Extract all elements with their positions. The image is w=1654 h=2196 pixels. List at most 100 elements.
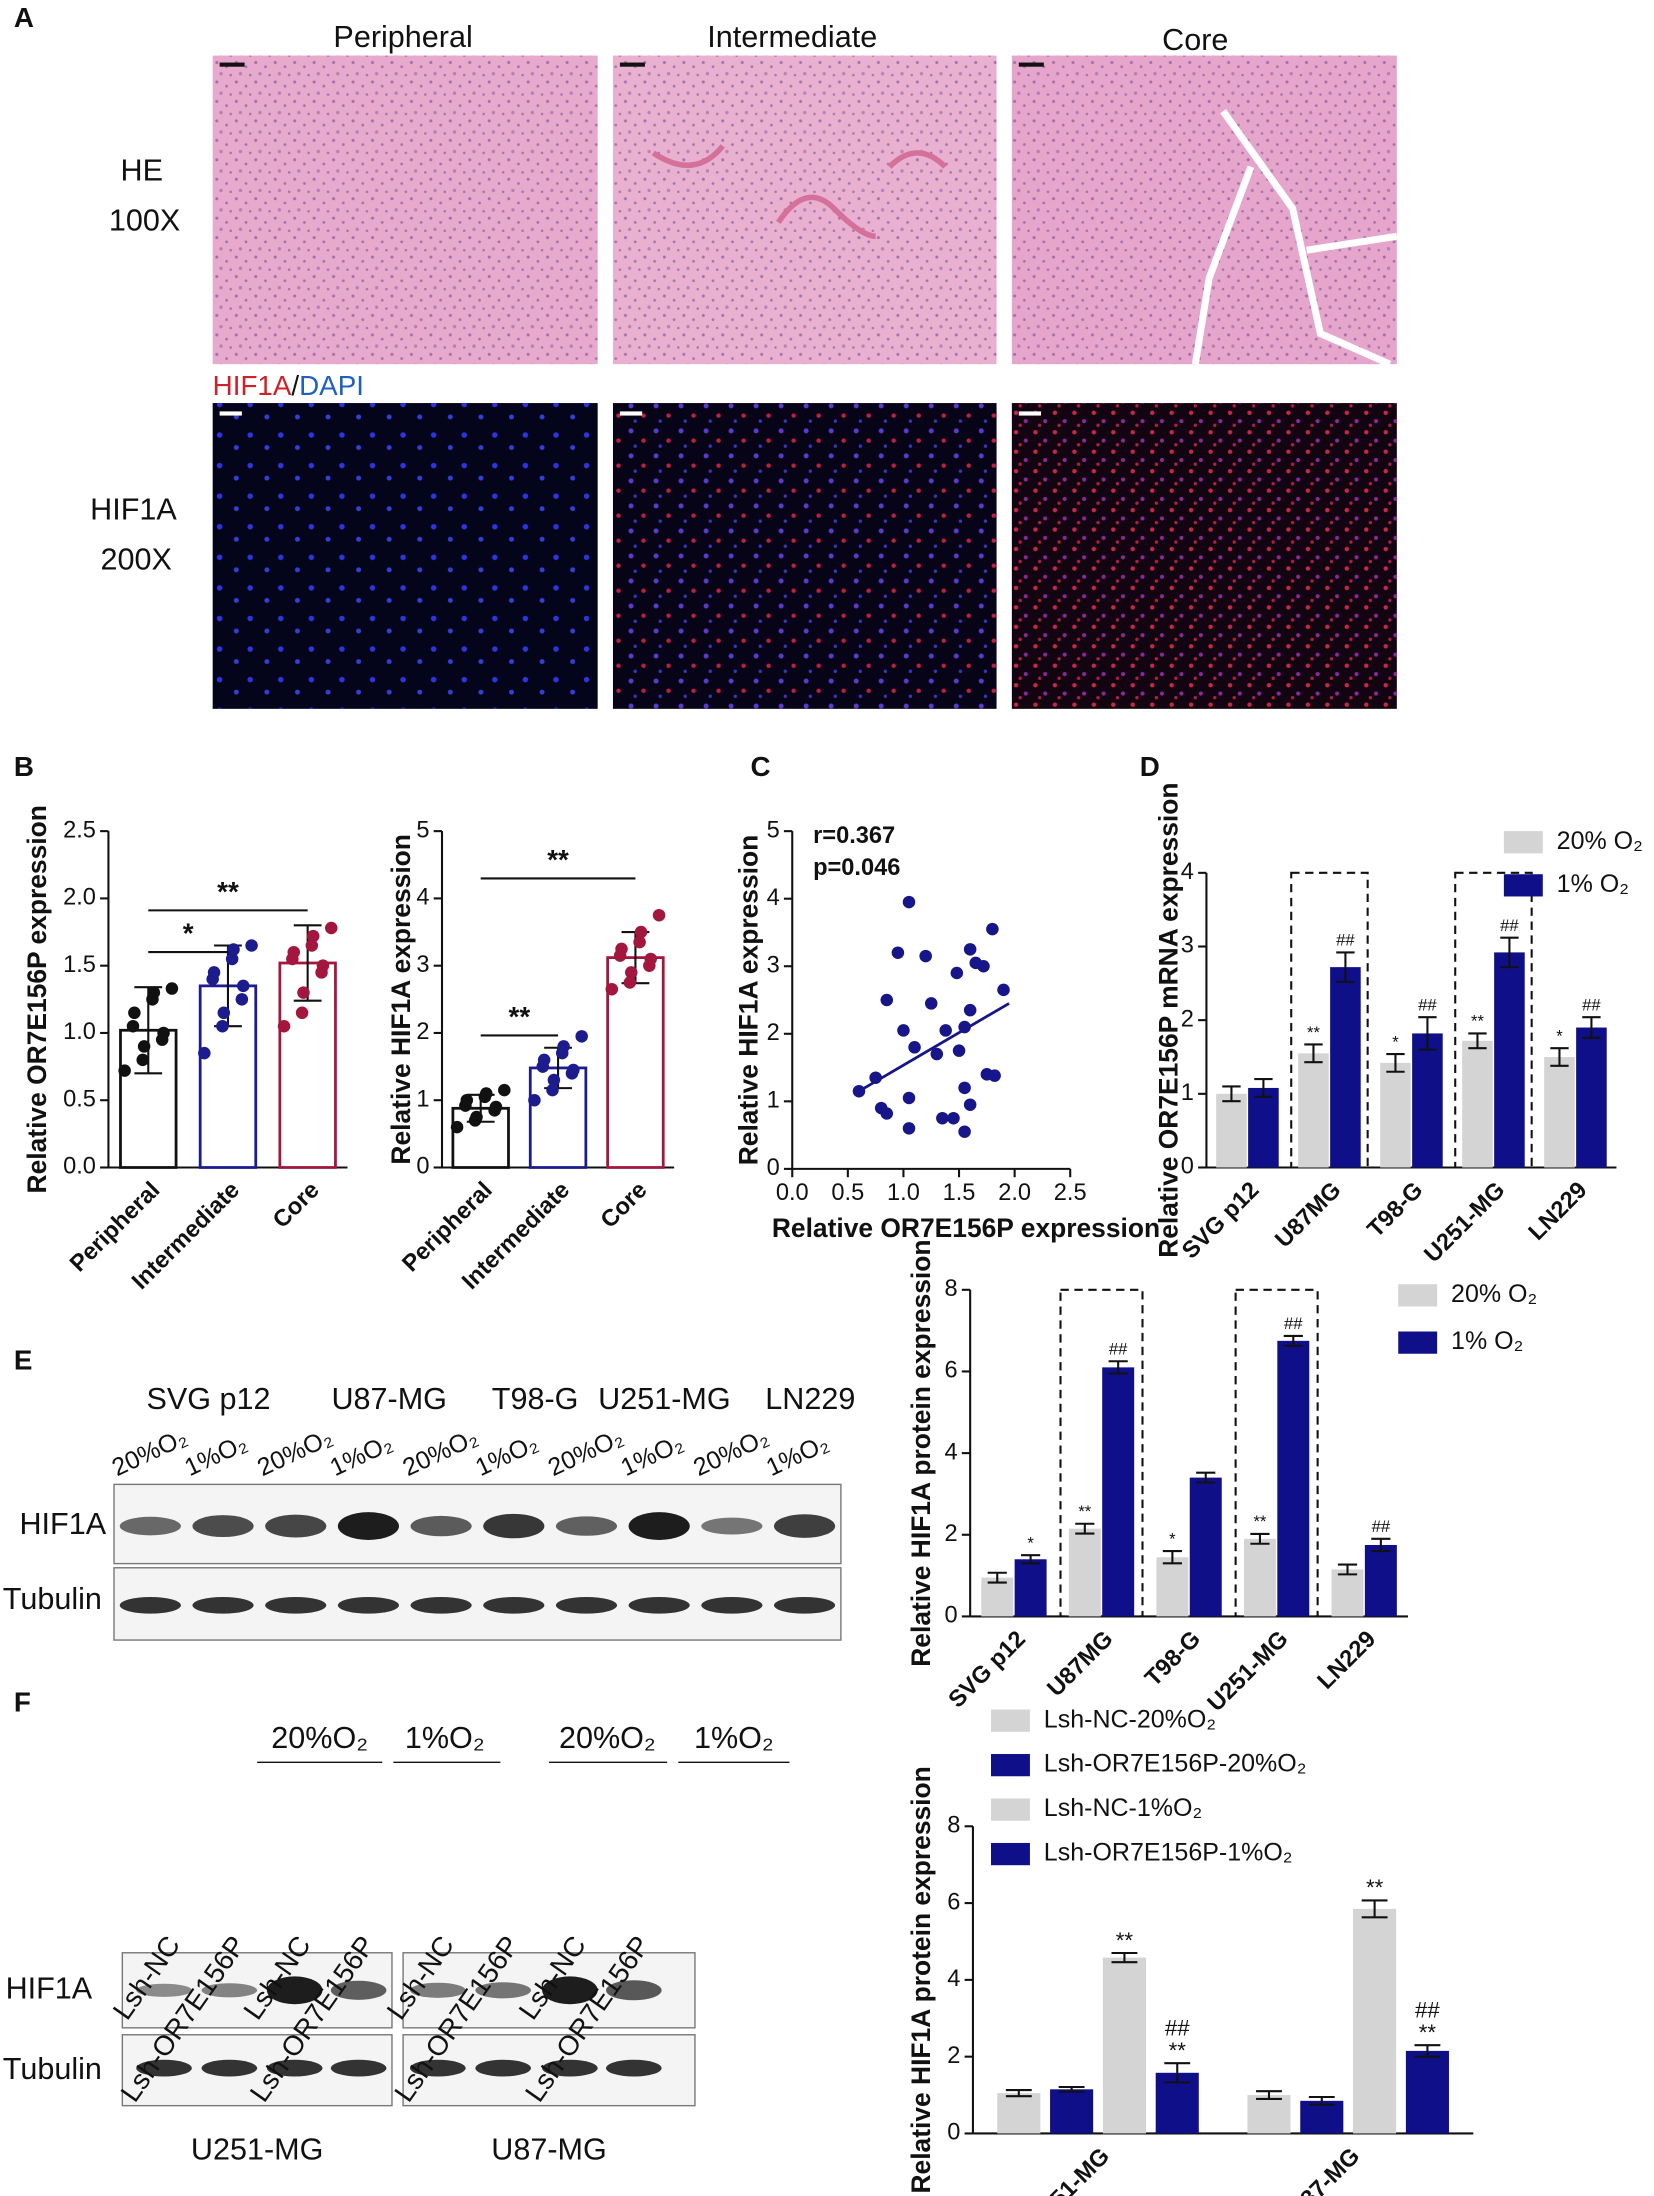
error-bar xyxy=(1550,1047,1569,1067)
significance: * xyxy=(1027,1533,1034,1552)
band xyxy=(773,1596,836,1614)
point xyxy=(977,959,990,973)
bar xyxy=(997,2093,1041,2134)
y-axis-label: Relative HIF1A expression xyxy=(386,834,416,1165)
panel-label: B xyxy=(14,751,34,782)
error-bar xyxy=(1254,1078,1273,1098)
legend-swatch xyxy=(991,1709,1030,1732)
point xyxy=(986,922,999,936)
band xyxy=(606,2059,662,2077)
error-bar xyxy=(1111,1951,1138,1964)
point xyxy=(118,1064,131,1077)
band xyxy=(330,2059,387,2077)
comparison-label: * xyxy=(183,918,194,949)
error-bar xyxy=(1336,951,1355,983)
bar xyxy=(1331,1569,1364,1617)
significance: ## xyxy=(1284,1314,1303,1333)
error-bar xyxy=(1304,1043,1323,1064)
bar xyxy=(1102,1367,1135,1617)
point xyxy=(498,1083,511,1097)
legend-label: 20% O₂ xyxy=(1451,1280,1537,1308)
band xyxy=(483,1596,545,1614)
significance: ** xyxy=(1169,2038,1187,2063)
band xyxy=(628,1512,690,1540)
band xyxy=(330,1980,387,2000)
error-bar xyxy=(1371,1537,1391,1553)
error-bar xyxy=(1418,1016,1437,1051)
x-tick-label: LN229 xyxy=(1313,1626,1382,1695)
stain-red: HIF1A xyxy=(213,370,292,401)
error-bar xyxy=(1256,2090,1282,2100)
condition-label: 20%O₂ xyxy=(271,1721,368,1755)
point xyxy=(997,983,1010,997)
y-tick-label: 1 xyxy=(416,1086,429,1112)
point xyxy=(528,1093,541,1107)
x-tick-label: SVG p12 xyxy=(1177,1177,1264,1264)
point xyxy=(963,1003,977,1017)
lane-label: 1%O₂ xyxy=(471,1429,542,1482)
bar xyxy=(1298,1053,1329,1168)
blot-cell-label: U251-MG xyxy=(191,2133,323,2167)
y-tick-label: 1.0 xyxy=(63,1019,96,1045)
error-bar xyxy=(1500,936,1519,969)
point xyxy=(947,1111,960,1125)
point xyxy=(623,976,637,989)
bar xyxy=(1330,967,1361,1168)
error-bar xyxy=(1005,2089,1032,2098)
y-tick-label: 5 xyxy=(416,817,429,843)
y-axis-label: Relative OR7E156P mRNA expression xyxy=(1153,783,1183,1258)
stain-separator: / xyxy=(291,370,299,401)
blot-row-label: Tubulin xyxy=(3,2052,102,2086)
point xyxy=(547,1073,561,1087)
highlight-box xyxy=(1059,1288,1144,1618)
highlight-box xyxy=(1234,1288,1319,1618)
he-images xyxy=(212,55,1398,368)
point xyxy=(950,966,964,980)
x-tick-label: 0.0 xyxy=(776,1180,809,1206)
x-tick-label: T98-G xyxy=(1140,1626,1206,1692)
error-bar xyxy=(1468,1032,1487,1050)
point xyxy=(908,1041,921,1054)
stain-blue: DAPI xyxy=(299,370,364,401)
significance: ** xyxy=(1253,1512,1266,1531)
lane-label: 20%O₂ xyxy=(544,1423,628,1482)
bar xyxy=(1412,1033,1443,1168)
cell-line-label: SVG p12 xyxy=(146,1382,270,1416)
cell-line-label: T98-G xyxy=(492,1382,579,1416)
highlight-box xyxy=(1454,871,1533,1169)
band xyxy=(119,1596,181,1614)
lane-label: 20%O₂ xyxy=(689,1423,773,1482)
error-bar xyxy=(1222,1085,1241,1103)
blot-cell-label: U87-MG xyxy=(491,2133,606,2167)
annotation: r=0.367 xyxy=(813,823,895,849)
band xyxy=(410,1596,472,1614)
band xyxy=(266,2059,323,2077)
significance: ## xyxy=(1372,1517,1391,1536)
condition-label: 1%O₂ xyxy=(405,1721,485,1755)
band xyxy=(773,1514,836,1538)
x-tick-label: U251-MG xyxy=(1203,1626,1294,1717)
y-tick-label: 3 xyxy=(1181,933,1194,959)
bar xyxy=(1156,1557,1189,1617)
point xyxy=(227,943,240,956)
point xyxy=(277,1019,291,1033)
y-tick-label: 0.5 xyxy=(63,1086,96,1112)
y-tick-label: 5 xyxy=(767,817,780,843)
error-bar xyxy=(1108,1360,1128,1375)
band xyxy=(606,1980,662,2001)
point xyxy=(939,1024,952,1037)
point xyxy=(537,1053,551,1067)
y-tick-label: 6 xyxy=(945,1358,958,1384)
point xyxy=(897,1024,910,1037)
row-label: HE xyxy=(121,153,163,187)
point xyxy=(305,939,319,952)
error-bar xyxy=(1414,2044,1441,2058)
point xyxy=(235,993,249,1006)
error-bar xyxy=(1283,1334,1303,1347)
point xyxy=(936,1111,949,1125)
legend-swatch xyxy=(991,1842,1030,1866)
y-tick-label: 2 xyxy=(947,2043,960,2069)
point xyxy=(157,1026,170,1040)
